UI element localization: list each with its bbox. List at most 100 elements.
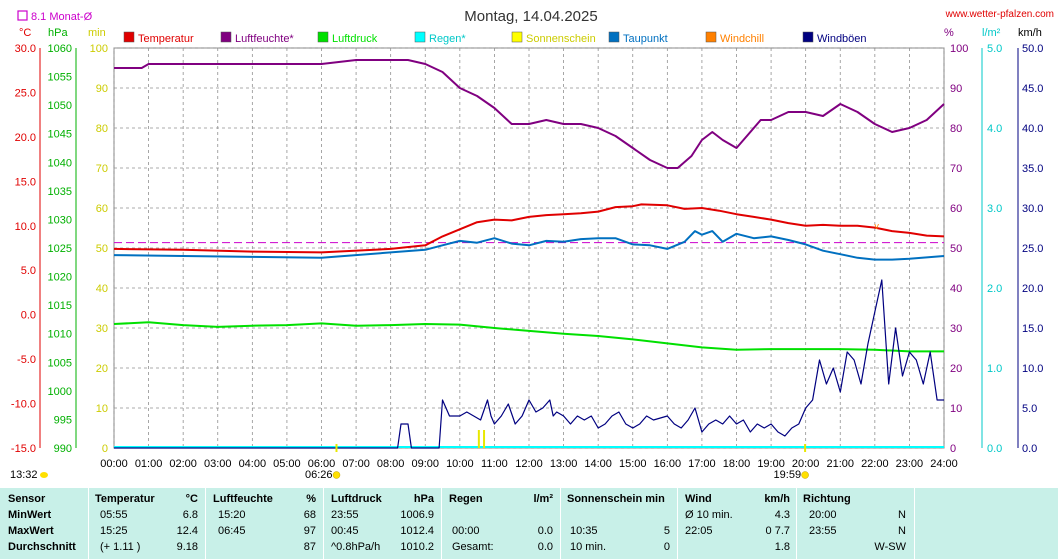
summary-rain-time: Gesamt: (452, 541, 494, 553)
summary-header-sun: Sonnenschein min (567, 493, 665, 505)
series-line-luftdruck (113, 321, 944, 353)
time-tick-label: 21:00 (826, 458, 854, 470)
time-tick-label: 15:00 (619, 458, 647, 470)
time-tick-label: 06:00 (308, 458, 336, 470)
summary-temp-time: (+ 1.11 ) (100, 541, 141, 553)
pressure-tick-label: 1040 (48, 157, 72, 169)
summary-header-wind-unit: km/h (764, 493, 790, 505)
time-tick-label: 04:00 (239, 458, 267, 470)
series-line-windben (114, 279, 944, 449)
legend-label: Windchill (720, 33, 764, 45)
min-tick-label: 10 (96, 403, 108, 415)
rain-tick-label: 5.0 (987, 43, 1002, 55)
time-tick-label: 11:00 (481, 458, 508, 470)
time-tick-label: 17:00 (688, 458, 716, 470)
summary-separator (677, 488, 678, 559)
summary-press-time: ^0.8hPa/h (331, 541, 381, 553)
wind-tick-label: 25.0 (1022, 243, 1043, 255)
percent-tick-label: 40 (950, 283, 962, 295)
pressure-tick-label: 1025 (48, 243, 72, 255)
unit-wind: km/h (1018, 27, 1042, 39)
wind-tick-label: 0.0 (1022, 443, 1037, 455)
temp-tick-label: 15.0 (15, 176, 36, 188)
pressure-tick-label: 1030 (48, 214, 72, 226)
pressure-tick-label: 1060 (48, 43, 72, 55)
summary-wind-value: 0 7.7 (765, 525, 790, 537)
temp-tick-label: 30.0 (15, 43, 36, 55)
rain-tick-label: 4.0 (987, 123, 1002, 135)
legend-label: Taupunkt (623, 33, 668, 45)
min-tick-label: 30 (96, 323, 108, 335)
summary-header-hum-unit: % (306, 493, 316, 505)
legend-swatch (414, 31, 426, 43)
pressure-tick-label: 1045 (48, 129, 72, 141)
time-tick-label: 18:00 (723, 458, 751, 470)
legend-label: Windböen (817, 33, 867, 45)
time-tick-label: 09:00 (411, 458, 439, 470)
percent-tick-label: 10 (950, 403, 962, 415)
time-tick-label: 03:00 (204, 458, 232, 470)
time-tick-label: 16:00 (654, 458, 682, 470)
legend-swatch (220, 31, 232, 43)
pressure-tick-label: 990 (54, 443, 72, 455)
legend-swatch (123, 31, 135, 43)
wind-tick-label: 50.0 (1022, 43, 1043, 55)
wind-tick-label: 20.0 (1022, 283, 1043, 295)
chart-title: Montag, 14.04.2025 (464, 8, 597, 25)
percent-tick-label: 0 (950, 443, 956, 455)
temp-tick-label: 20.0 (15, 132, 36, 144)
temp-tick-label: 25.0 (15, 87, 36, 99)
legend-label: Sonnenschein (526, 33, 596, 45)
summary-temp-value: 9.18 (176, 541, 198, 553)
series-line-luftfeuchte (114, 59, 945, 169)
summary-sun-time: 10:35 (570, 525, 598, 537)
monthly-avg-label: 8.1 Monat-Ø (31, 11, 93, 23)
summary-sun-time: 10 min. (570, 541, 607, 553)
summary-dir-value: W-SW (874, 541, 906, 553)
summary-separator (323, 488, 324, 559)
percent-tick-label: 30 (950, 323, 962, 335)
summary-header-temp-unit: °C (185, 493, 198, 505)
min-tick-label: 90 (96, 83, 108, 95)
summary-row-label: MaxWert (8, 525, 54, 537)
summary-rain-value: 0.0 (537, 525, 553, 537)
summary-temp-value: 12.4 (176, 525, 198, 537)
summary-separator (914, 488, 915, 559)
unit-rain: l/m² (982, 27, 1001, 39)
unit-percent: % (944, 27, 954, 39)
summary-sun-value: 0 (663, 541, 670, 553)
percent-tick-label: 20 (950, 363, 962, 375)
temp-tick-label: -5.0 (17, 354, 36, 366)
summary-header-temp: Temperatur (95, 493, 155, 505)
summary-wind-value: 1.8 (774, 541, 790, 553)
summary-temp-time: 15:25 (100, 525, 128, 537)
time-tick-label: 23:00 (896, 458, 924, 470)
weather-chart: 30.0 25.0 20.0 15.0 10.0 5.0 0.0 -5.0 -10.0 -15.0… (10, 8, 1054, 481)
pressure-tick-label: 995 (54, 414, 72, 426)
temp-tick-label: -10.0 (11, 399, 36, 411)
unit-temp: °C (19, 27, 31, 39)
summary-header-press-unit: hPa (413, 493, 434, 505)
sunrise-label: 06:26 (305, 469, 333, 481)
pressure-tick-label: 1015 (48, 300, 72, 312)
time-tick-label: 02:00 (169, 458, 197, 470)
summary-separator (441, 488, 442, 559)
time-tick-label: 12:00 (515, 458, 543, 470)
rain-tick-label: 1.0 (987, 363, 1002, 375)
min-tick-label: 80 (96, 123, 108, 135)
temp-tick-label: -15.0 (11, 443, 36, 455)
summary-header-wind: Wind (685, 493, 712, 505)
summary-hum-value: 87 (303, 541, 316, 553)
summary-hum-value: 68 (303, 509, 316, 521)
time-tick-label: 05:00 (273, 458, 301, 470)
unit-pressure: hPa (48, 27, 68, 39)
summary-dir-time: 20:00 (809, 509, 837, 521)
summary-header-rain: Regen (449, 493, 483, 505)
sunset-icon (801, 471, 809, 479)
legend-swatch (511, 31, 523, 43)
time-tick-label: 10:00 (446, 458, 474, 470)
monthly-avg-marker (17, 10, 28, 21)
pressure-tick-label: 1050 (48, 100, 72, 112)
summary-wind-time: Ø 10 min. (685, 509, 733, 521)
wind-tick-label: 45.0 (1022, 83, 1043, 95)
